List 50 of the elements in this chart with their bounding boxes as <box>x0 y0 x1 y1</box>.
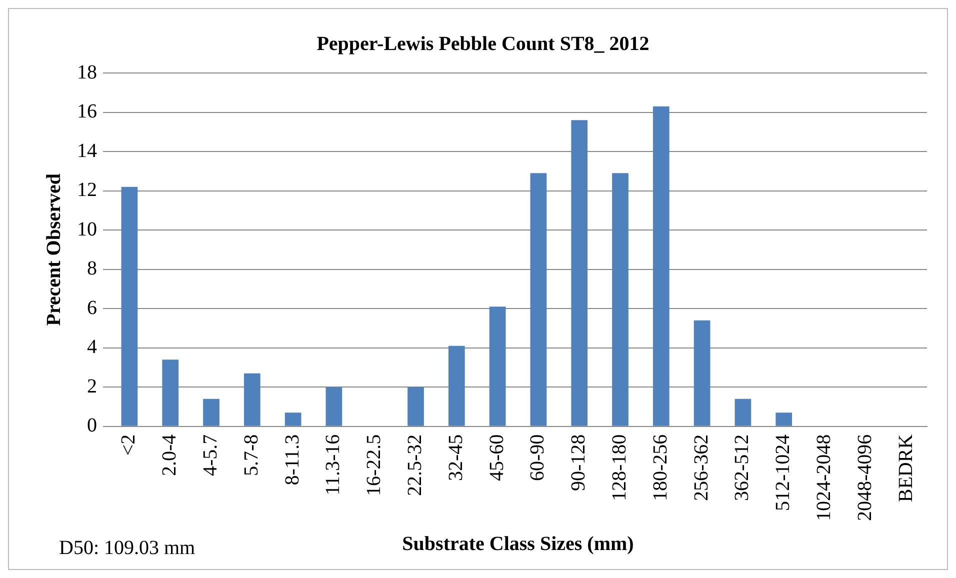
y-axis-title: Precent Observed <box>43 173 66 326</box>
bar <box>244 373 260 426</box>
x-tick-label: 45-60 <box>486 434 508 482</box>
bar <box>776 412 792 426</box>
x-tick-label: <2 <box>118 434 140 456</box>
bar <box>448 346 465 426</box>
x-tick-label: BEDRK <box>894 434 917 502</box>
x-tick-label: 32-45 <box>444 434 467 482</box>
x-tick-label: 2048-4096 <box>854 434 876 522</box>
bar <box>571 120 588 426</box>
bar <box>203 398 220 426</box>
y-tick-label: 14 <box>77 140 97 162</box>
bar <box>326 387 342 426</box>
x-tick-label: 22.5-32 <box>404 434 426 496</box>
y-tick-label: 18 <box>77 61 97 84</box>
y-tick-label: 16 <box>77 100 97 123</box>
bar <box>530 173 547 426</box>
text: D50: 109.03 mm <box>59 537 196 559</box>
y-tick-label: 2 <box>87 375 97 398</box>
x-tick-label: 362-512 <box>731 434 754 502</box>
bar <box>162 360 179 426</box>
x-tick-label: 256-362 <box>690 434 712 502</box>
y-tick-label: 8 <box>87 258 97 280</box>
x-tick-label: 180-256 <box>649 434 672 502</box>
y-tick-label: 12 <box>77 179 97 202</box>
bar <box>652 106 670 426</box>
x-tick-label: 2.0-4 <box>158 434 181 476</box>
x-tick-label: 5.7-8 <box>240 434 262 476</box>
bar <box>489 306 506 426</box>
bar <box>734 398 752 426</box>
bar <box>121 186 138 426</box>
x-tick-label: 90-128 <box>568 434 590 492</box>
y-tick-label: 6 <box>87 296 97 319</box>
x-tick-label: 512-1024 <box>772 434 794 512</box>
x-tick-label: 11.3-16 <box>322 434 344 496</box>
bar <box>694 320 710 426</box>
x-tick-label: 4-5.7 <box>200 434 222 476</box>
x-axis-title: Substrate Class Sizes (mm) <box>402 533 634 556</box>
x-tick-label: 1024-2048 <box>813 434 835 522</box>
x-tick-label: 60-90 <box>526 434 549 482</box>
chart-title: Pepper-Lewis Pebble Count ST8_ 2012 <box>316 33 650 56</box>
bar <box>408 387 424 426</box>
y-tick-label: 4 <box>87 336 97 358</box>
x-tick-label: 128-180 <box>608 434 630 502</box>
x-tick-label: 8-11.3 <box>281 434 304 486</box>
bar <box>612 173 628 426</box>
y-tick-label: 10 <box>77 218 97 240</box>
x-tick-label: 16-22.5 <box>363 434 386 496</box>
y-tick-label: 0 <box>87 414 97 437</box>
bar <box>284 412 302 426</box>
